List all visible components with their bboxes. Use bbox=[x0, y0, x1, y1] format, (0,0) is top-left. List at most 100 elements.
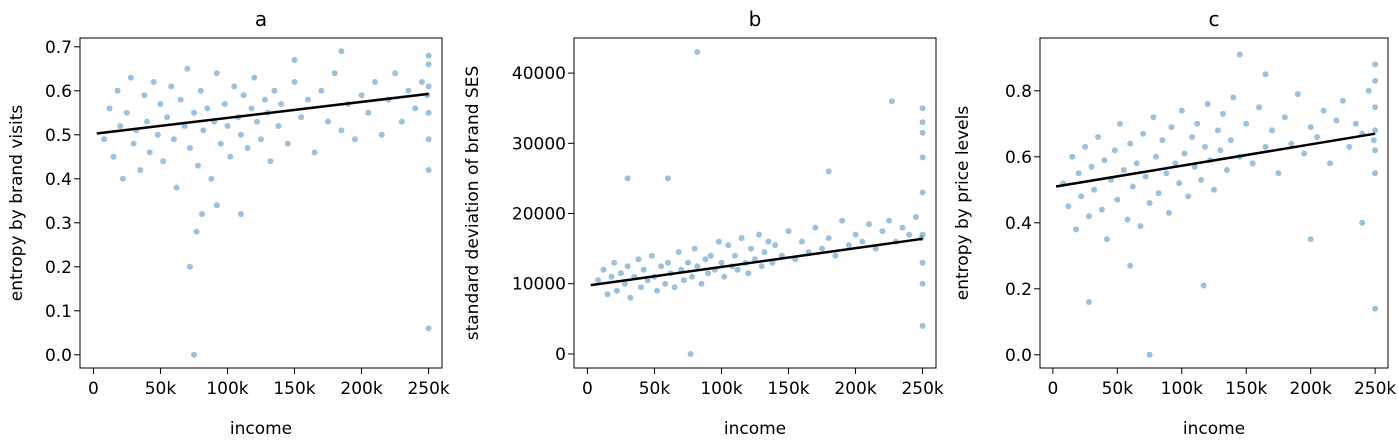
axes-frame bbox=[1039, 37, 1389, 369]
data-point bbox=[425, 325, 432, 332]
panel-title: a bbox=[255, 7, 267, 31]
data-point bbox=[798, 238, 805, 245]
data-point bbox=[912, 214, 919, 220]
data-point bbox=[654, 287, 661, 294]
data-point bbox=[137, 167, 144, 173]
y-tick-label: 0.6 bbox=[45, 82, 72, 102]
data-point bbox=[227, 153, 234, 160]
data-point bbox=[1372, 147, 1379, 154]
data-point bbox=[1142, 173, 1149, 180]
y-axis-label: standard deviation of brand SES bbox=[463, 66, 483, 341]
data-point bbox=[621, 280, 628, 287]
data-point bbox=[1372, 61, 1379, 68]
scatter-points bbox=[595, 49, 926, 357]
data-point bbox=[1168, 124, 1175, 131]
fit-line bbox=[96, 92, 429, 135]
data-point bbox=[748, 245, 754, 252]
data-point bbox=[258, 136, 264, 143]
data-point bbox=[193, 228, 200, 235]
data-point bbox=[886, 217, 893, 224]
y-tick-label: 0.2 bbox=[1005, 280, 1032, 300]
data-point bbox=[1372, 77, 1379, 84]
x-axis-label: income bbox=[1183, 419, 1245, 439]
data-point bbox=[1095, 134, 1101, 140]
data-point bbox=[1269, 127, 1275, 134]
fit-line bbox=[1055, 132, 1376, 188]
y-axis-label: entropy by price levels bbox=[953, 106, 973, 301]
data-point bbox=[705, 270, 712, 277]
data-point bbox=[600, 266, 607, 273]
data-point bbox=[671, 284, 678, 291]
data-point bbox=[1243, 120, 1250, 127]
data-point bbox=[213, 202, 220, 209]
panel-c: 0 50k 100k 150k 200k 250k 0.0 0.2 0.4 0.6 0.8 c inco… bbox=[953, 7, 1396, 439]
data-point bbox=[1202, 143, 1208, 150]
data-point bbox=[638, 284, 644, 291]
data-point bbox=[392, 70, 399, 77]
data-point bbox=[311, 149, 318, 156]
data-point bbox=[825, 235, 832, 242]
data-point bbox=[217, 140, 224, 147]
data-point bbox=[405, 87, 412, 94]
data-point bbox=[718, 259, 725, 266]
data-point bbox=[304, 96, 311, 103]
data-point bbox=[685, 259, 691, 266]
x-tick-label: 150k bbox=[273, 379, 315, 399]
data-point bbox=[284, 140, 291, 147]
data-point bbox=[1159, 137, 1166, 144]
data-point bbox=[694, 49, 701, 55]
data-point bbox=[1127, 262, 1134, 269]
data-point bbox=[251, 74, 258, 81]
data-point bbox=[117, 123, 124, 129]
data-point bbox=[1314, 134, 1321, 140]
data-point bbox=[425, 167, 432, 173]
data-point bbox=[772, 242, 779, 249]
data-point bbox=[418, 79, 425, 85]
data-point bbox=[1352, 120, 1359, 127]
data-point bbox=[1120, 167, 1127, 173]
data-point bbox=[130, 140, 137, 147]
data-point bbox=[658, 263, 665, 270]
y-tick-label: 40000 bbox=[512, 64, 566, 84]
data-point bbox=[1227, 137, 1234, 144]
data-point bbox=[832, 252, 839, 259]
data-point bbox=[675, 249, 682, 256]
data-point bbox=[1069, 153, 1076, 160]
y-tick-label: 10000 bbox=[512, 275, 566, 295]
data-point bbox=[664, 259, 671, 266]
data-point bbox=[1217, 147, 1224, 154]
data-point bbox=[1220, 110, 1226, 117]
data-point bbox=[160, 158, 167, 165]
data-point bbox=[687, 351, 694, 357]
data-point bbox=[725, 242, 732, 249]
data-point bbox=[425, 52, 432, 59]
data-point bbox=[325, 118, 331, 125]
data-point bbox=[1176, 180, 1183, 187]
data-point bbox=[154, 131, 161, 138]
data-point bbox=[734, 266, 741, 273]
data-point bbox=[331, 70, 338, 77]
data-point bbox=[1372, 104, 1379, 111]
y-tick-label: 0.7 bbox=[45, 38, 72, 58]
data-point bbox=[150, 79, 157, 85]
data-point bbox=[254, 118, 260, 125]
data-point bbox=[617, 270, 624, 277]
data-point bbox=[613, 287, 620, 294]
data-point bbox=[181, 123, 188, 129]
data-point bbox=[197, 87, 204, 94]
data-point bbox=[164, 114, 171, 121]
x-tick-label: 100k bbox=[206, 379, 248, 399]
data-point bbox=[707, 252, 714, 259]
data-point bbox=[1327, 160, 1333, 167]
data-point bbox=[1165, 209, 1172, 216]
data-point bbox=[101, 136, 108, 143]
x-tick-label: 100k bbox=[700, 379, 742, 399]
data-point bbox=[1155, 190, 1162, 197]
data-point bbox=[1359, 219, 1366, 226]
data-point bbox=[141, 92, 148, 99]
data-point bbox=[859, 238, 866, 245]
data-point bbox=[919, 322, 926, 329]
x-tick-label: 200k bbox=[340, 379, 382, 399]
x-tick-label: 0 bbox=[582, 379, 593, 399]
data-point bbox=[106, 105, 113, 112]
